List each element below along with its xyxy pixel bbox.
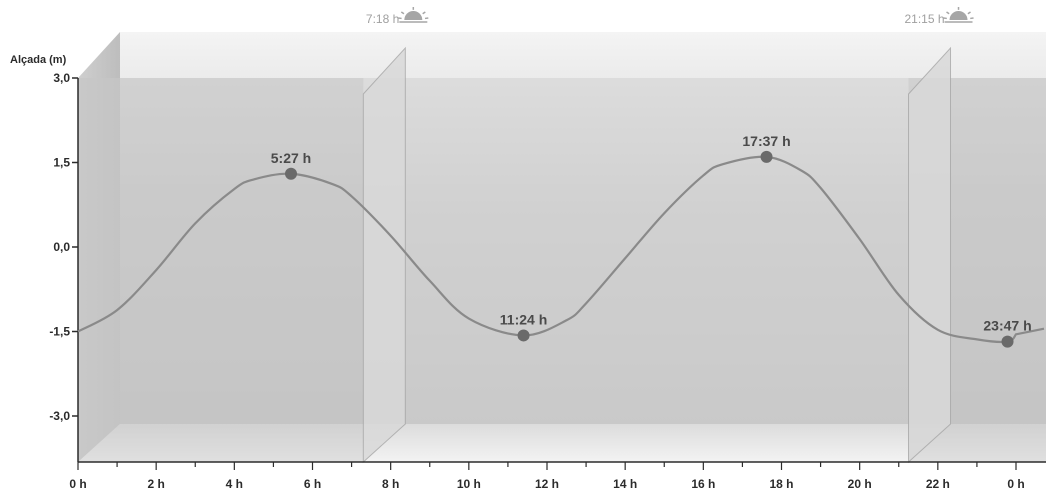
sun-ray [400, 11, 405, 15]
front-face [78, 78, 1046, 462]
floor [78, 424, 1046, 462]
y-axis-label: Alçada (m) [10, 54, 67, 66]
x-tick-label: 0 h [69, 477, 86, 491]
sun-ray [967, 11, 971, 15]
tide-point [517, 329, 530, 342]
sunrise-icon [398, 7, 429, 23]
x-tick-label: 20 h [848, 477, 872, 491]
y-ticks: 3,0 1,5 0,0 -1,5 -3,0 [49, 71, 78, 423]
night-panel-left [78, 78, 364, 462]
x-tick-label: 0 h [1007, 477, 1024, 491]
x-tick-label: 18 h [769, 477, 793, 491]
tide-point [1001, 335, 1014, 348]
x-tick-label: 2 h [147, 477, 164, 491]
y-tick-label: -3,0 [49, 409, 70, 423]
x-tick-label: 8 h [382, 477, 399, 491]
chart-background [78, 32, 1046, 464]
sun-time-label: 7:18 h [366, 12, 399, 26]
x-tick-label: 14 h [613, 477, 637, 491]
sun-time-label: 21:15 h [904, 12, 944, 26]
y-tick-label: 3,0 [53, 71, 70, 85]
sun-half-disc [404, 11, 423, 20]
sun-planes [362, 46, 952, 464]
sun-plane [908, 46, 952, 464]
x-tick-label: 6 h [304, 477, 321, 491]
tide-time-label: 17:37 h [742, 133, 790, 149]
y-tick-label: 0,0 [53, 240, 70, 254]
tide-time-label: 23:47 h [983, 318, 1031, 334]
x-tick-label: 16 h [691, 477, 715, 491]
sun-ray [422, 11, 426, 15]
sun-plane [362, 46, 406, 464]
tide-time-label: 11:24 h [500, 311, 547, 327]
tide-time-label: 5:27 h [271, 150, 311, 166]
x-tick-label: 10 h [457, 477, 481, 491]
x-tick-label: 4 h [226, 477, 243, 491]
x-tick-label: 22 h [926, 477, 950, 491]
tide-point [285, 167, 298, 180]
x-tick-label: 12 h [535, 477, 559, 491]
tide-point [760, 150, 773, 163]
sun-labels: 7:18 h 21:15 h [366, 7, 974, 26]
y-tick-label: 1,5 [53, 156, 70, 170]
x-ticks: 0 h 2 h 4 h 6 h 8 h 10 h 12 h 14 h 16 h 18 h 20 h 2… [69, 462, 1025, 491]
sunset-icon [943, 7, 974, 23]
sun-ray [946, 11, 950, 15]
tide-curve-line [77, 155, 1045, 344]
y-tick-label: -1,5 [49, 325, 70, 339]
tide-events: 5:27 h 11:24 h 17:37 h 23:47 h [271, 133, 1032, 348]
sun-half-disc [949, 11, 968, 20]
